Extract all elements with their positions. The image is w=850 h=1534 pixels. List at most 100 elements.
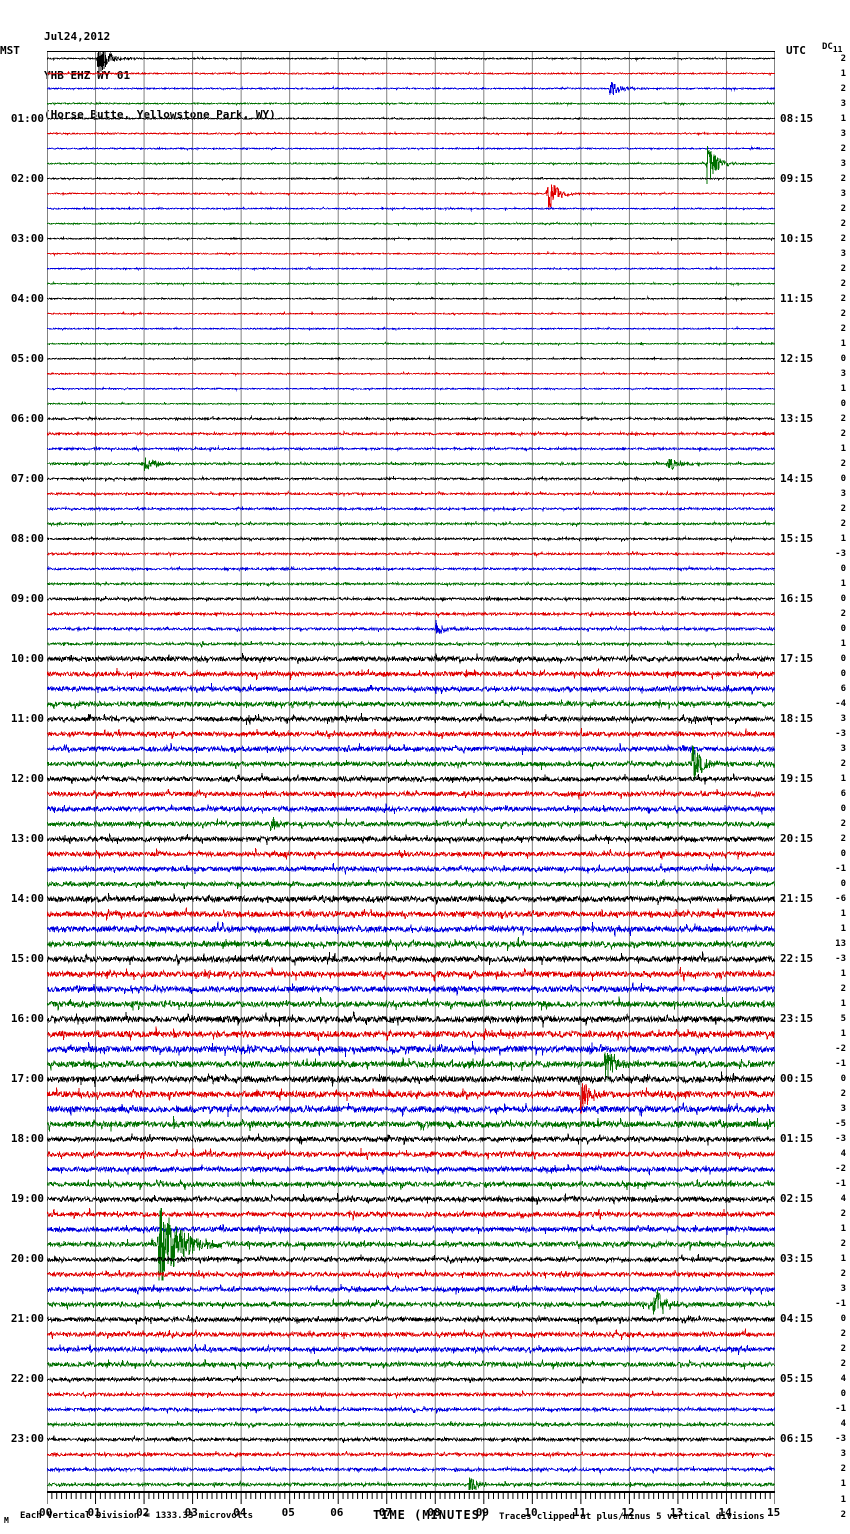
dc-value: 1 [840, 533, 846, 544]
utc-label-0515: 05:15 [780, 1372, 814, 1386]
dc-value: 2 [840, 1509, 846, 1520]
dc-value: 4 [840, 1149, 846, 1160]
dc-value: 1 [840, 1029, 846, 1040]
mst-label-2300: 23:00 [10, 1432, 44, 1446]
dc-value: -1 [835, 1404, 846, 1415]
dc-value: 1 [840, 113, 846, 124]
dc-value: 3 [840, 248, 846, 259]
dc-value: 2 [840, 1464, 846, 1475]
x-tick-12: 12 [621, 1506, 635, 1519]
dc-value: 2 [840, 413, 846, 424]
utc-label-2215: 22:15 [780, 952, 814, 966]
dc-value: 3 [840, 1104, 846, 1115]
mst-label-1800: 18:00 [10, 1132, 44, 1146]
mst-axis-label: MST [0, 44, 20, 57]
x-tick-02: 02 [136, 1506, 150, 1519]
utc-label-0615: 06:15 [780, 1432, 814, 1446]
dc-value: 0 [840, 1074, 846, 1085]
dc-value: 13 [835, 939, 846, 950]
dc-value: -1 [835, 1179, 846, 1190]
x-tick-14: 14 [718, 1506, 732, 1519]
mst-label-2200: 22:00 [10, 1372, 44, 1386]
dc-value: 2 [840, 758, 846, 769]
dc-value: 2 [840, 458, 846, 469]
dc-value: 2 [840, 428, 846, 439]
utc-label-0815: 08:15 [780, 111, 814, 125]
dc-value: 0 [840, 623, 846, 634]
dc-value: 1 [840, 338, 846, 349]
dc-value: 1 [840, 578, 846, 589]
utc-label-1415: 14:15 [780, 471, 814, 485]
dc-value: 0 [840, 1314, 846, 1325]
x-tick-10: 10 [524, 1506, 538, 1519]
dc-value: 2 [840, 1344, 846, 1355]
dc-value: 0 [840, 563, 846, 574]
dc-value: 2 [840, 819, 846, 830]
dc-value: -6 [835, 894, 846, 905]
dc-value: 6 [840, 789, 846, 800]
dc-value: 2 [840, 278, 846, 289]
dc-value: 3 [840, 1284, 846, 1295]
dc-value: 2 [840, 203, 846, 214]
utc-label-0215: 02:15 [780, 1192, 814, 1206]
dc-value: 1 [840, 1494, 846, 1505]
mst-label-1000: 10:00 [10, 651, 44, 665]
dc-value: -3 [835, 548, 846, 559]
utc-label-1215: 12:15 [780, 351, 814, 365]
mst-label-0600: 06:00 [10, 411, 44, 425]
utc-label-1515: 15:15 [780, 531, 814, 545]
utc-label-0115: 01:15 [780, 1132, 814, 1146]
dc-value: 2 [840, 308, 846, 319]
mst-label-1300: 13:00 [10, 832, 44, 846]
dc-value: 4 [840, 1374, 846, 1385]
dc-value: 1 [840, 999, 846, 1010]
x-tick-07: 07 [378, 1506, 392, 1519]
dc-value: 2 [840, 608, 846, 619]
x-tick-05: 05 [281, 1506, 295, 1519]
utc-label-1015: 10:15 [780, 231, 814, 245]
x-tick-08: 08 [427, 1506, 441, 1519]
corner-mark: M [4, 1516, 9, 1525]
x-tick-00: 00 [39, 1506, 53, 1519]
dc-value: 0 [840, 473, 846, 484]
dc-value: -2 [835, 1164, 846, 1175]
dc-value: 3 [840, 158, 846, 169]
x-tick-01: 01 [87, 1506, 101, 1519]
header-station: YHB EHZ WY 01 [44, 69, 131, 82]
utc-label-2015: 20:15 [780, 832, 814, 846]
dc-value: 2 [840, 1359, 846, 1370]
utc-label-0315: 03:15 [780, 1252, 814, 1266]
x-tick-15: 15 [767, 1506, 781, 1519]
dc-value: 0 [840, 668, 846, 679]
dc-value: 0 [840, 879, 846, 890]
mst-label-0400: 04:00 [10, 291, 44, 305]
utc-label-2315: 23:15 [780, 1012, 814, 1026]
dc-value: 1 [840, 443, 846, 454]
utc-axis-label: UTC [786, 44, 806, 57]
dc-value: 4 [840, 1194, 846, 1205]
dc-value: -3 [835, 954, 846, 965]
dc-value: 1 [840, 924, 846, 935]
dc-value: 2 [840, 503, 846, 514]
footer-clip-note: Traces clipped at plus/minus 5 vertical … [499, 1512, 765, 1522]
dc-value: 2 [840, 1329, 846, 1340]
dc-value: 1 [840, 774, 846, 784]
dc-value: 2 [840, 218, 846, 229]
dc-value: 1 [840, 909, 846, 920]
dc-value: -2 [835, 1044, 846, 1055]
x-tick-06: 06 [330, 1506, 344, 1519]
utc-label-1315: 13:15 [780, 411, 814, 425]
dc-value: 5 [840, 1014, 846, 1025]
dc-value: 2 [840, 233, 846, 244]
mst-label-0200: 02:00 [10, 171, 44, 185]
dc-value: 1 [840, 68, 846, 79]
dc-value: 2 [840, 173, 846, 184]
x-tick-11: 11 [572, 1506, 587, 1519]
dc-value: 1 [840, 1479, 846, 1490]
dc-value: 3 [840, 98, 846, 109]
dc-value: 3 [840, 713, 846, 724]
seismogram-plot [47, 51, 775, 1492]
dc-value: 2 [840, 323, 846, 334]
utc-label-1715: 17:15 [780, 651, 814, 665]
utc-label-1915: 19:15 [780, 772, 814, 785]
